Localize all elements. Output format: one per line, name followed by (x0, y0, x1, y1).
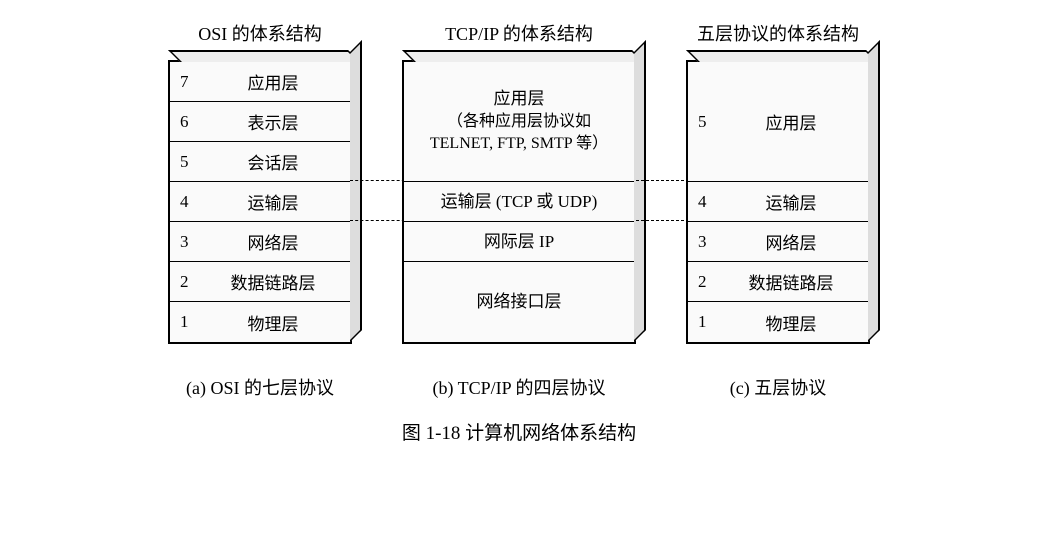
osi-layer-4: 4 运输层 (170, 182, 350, 222)
layer-number: 1 (698, 312, 724, 332)
column-title-tcpip: TCP/IP 的体系结构 (445, 20, 593, 46)
layer-number: 4 (698, 192, 724, 212)
layer-number: 2 (698, 272, 724, 292)
layer-number: 5 (698, 112, 724, 132)
layer-label: 网络层 (206, 229, 340, 254)
five-layer-2: 2 数据链路层 (688, 262, 868, 302)
column-title-five: 五层协议的体系结构 (697, 20, 859, 46)
five-layer-4: 4 运输层 (688, 182, 868, 222)
dash-line (350, 180, 410, 181)
layer-number: 5 (180, 152, 206, 172)
diagram-container: OSI 的体系结构 7 应用层 6 表示层 5 会话层 4 运输层 (20, 20, 1018, 400)
layer-label: 数据链路层 (724, 269, 858, 294)
five-layer-3: 3 网络层 (688, 222, 868, 262)
osi-layer-3: 3 网络层 (170, 222, 350, 262)
layer-number: 1 (180, 312, 206, 332)
layer-label: 表示层 (206, 109, 340, 134)
caption-tcpip: (b) TCP/IP 的四层协议 (432, 374, 605, 400)
osi-layer-6: 6 表示层 (170, 102, 350, 142)
column-title-osi: OSI 的体系结构 (198, 20, 322, 46)
column-five: 五层协议的体系结构 5 应用层 4 运输层 3 网络层 2 数据链路层 (686, 20, 870, 400)
layer-sublabel: （各种应用层协议如 TELNET, FTP, SMTP 等） (430, 111, 608, 156)
dash-line (350, 220, 410, 221)
layer-label: 应用层 (206, 69, 340, 94)
layer-label: 应用层 (494, 87, 545, 111)
osi-layer-1: 1 物理层 (170, 302, 350, 342)
layer-label: 网际层 IP (484, 230, 554, 254)
figure-title: 图 1-18 计算机网络体系结构 (20, 418, 1018, 445)
column-tcpip: TCP/IP 的体系结构 应用层 （各种应用层协议如 TELNET, FTP, … (402, 20, 636, 400)
tcpip-layer-internet: 网际层 IP (404, 222, 634, 262)
caption-five: (c) 五层协议 (730, 374, 826, 400)
layer-number: 4 (180, 192, 206, 212)
layer-label: 应用层 (724, 109, 858, 134)
five-layer-5: 5 应用层 (688, 62, 868, 182)
osi-layer-2: 2 数据链路层 (170, 262, 350, 302)
layer-label: 运输层 (TCP 或 UDP) (441, 190, 598, 214)
layer-label: 物理层 (724, 310, 858, 335)
layer-label: 数据链路层 (206, 269, 340, 294)
layer-label: 物理层 (206, 310, 340, 335)
layer-label: 会话层 (206, 149, 340, 174)
layer-number: 3 (698, 232, 724, 252)
layer-number: 7 (180, 72, 206, 92)
stack-osi: 7 应用层 6 表示层 5 会话层 4 运输层 3 网络层 (168, 60, 352, 344)
stack-tcpip: 应用层 （各种应用层协议如 TELNET, FTP, SMTP 等） 运输层 (… (402, 60, 636, 344)
tcpip-layer-transport: 运输层 (TCP 或 UDP) (404, 182, 634, 222)
osi-layer-5: 5 会话层 (170, 142, 350, 182)
layer-label: 运输层 (724, 189, 858, 214)
layer-label: 网络接口层 (477, 290, 562, 314)
tcpip-layer-app: 应用层 （各种应用层协议如 TELNET, FTP, SMTP 等） (404, 62, 634, 182)
column-osi: OSI 的体系结构 7 应用层 6 表示层 5 会话层 4 运输层 (168, 20, 352, 400)
layer-number: 2 (180, 272, 206, 292)
layer-number: 3 (180, 232, 206, 252)
caption-osi: (a) OSI 的七层协议 (186, 374, 334, 400)
stack-five: 5 应用层 4 运输层 3 网络层 2 数据链路层 1 物理层 (686, 60, 870, 344)
five-layer-1: 1 物理层 (688, 302, 868, 342)
tcpip-layer-netif: 网络接口层 (404, 262, 634, 342)
osi-layer-7: 7 应用层 (170, 62, 350, 102)
layer-number: 6 (180, 112, 206, 132)
layer-label: 网络层 (724, 229, 858, 254)
layer-label: 运输层 (206, 189, 340, 214)
